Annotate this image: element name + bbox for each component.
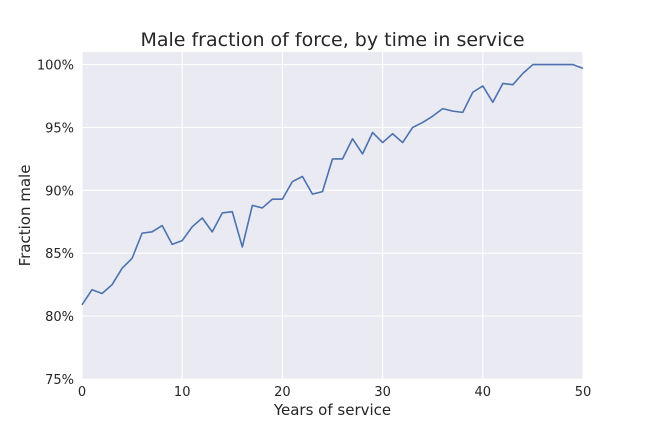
y-tick-label: 95% xyxy=(45,121,74,136)
y-tick-label: 75% xyxy=(45,373,74,388)
x-tick-label: 10 xyxy=(174,385,191,400)
x-axis-label: Years of service xyxy=(273,401,391,419)
x-tick-label: 50 xyxy=(575,385,592,400)
y-tick-label: 85% xyxy=(45,247,74,262)
series-layer xyxy=(81,63,584,306)
y-tick-label: 100% xyxy=(37,59,74,74)
y-axis-ticks: 75% 80% 85% 90% 95% 100% xyxy=(37,59,74,388)
x-tick-label: 30 xyxy=(374,385,391,400)
x-tick-label: 40 xyxy=(475,385,492,400)
series-line xyxy=(81,63,584,306)
x-tick-label: 0 xyxy=(78,385,86,400)
plot-background xyxy=(82,52,583,379)
x-tick-label: 20 xyxy=(274,385,291,400)
x-axis-ticks: 0 10 20 30 40 50 xyxy=(78,385,591,400)
y-tick-label: 90% xyxy=(45,184,74,199)
grid-lines xyxy=(81,52,584,380)
y-tick-label: 80% xyxy=(45,310,74,325)
y-axis-label: Fraction male xyxy=(16,165,34,267)
chart-title: Male fraction of force, by time in servi… xyxy=(140,29,524,51)
